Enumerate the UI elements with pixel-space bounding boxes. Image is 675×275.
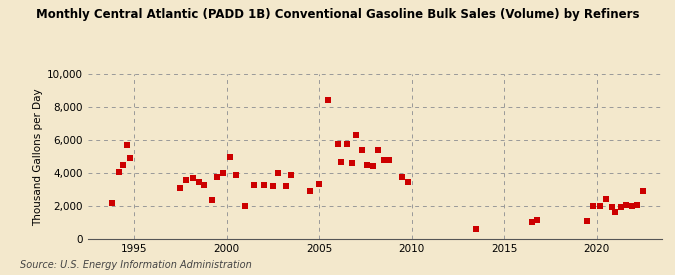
Point [582,219,593,223]
Point [323,98,333,102]
Point [249,183,260,187]
Text: Source: U.S. Energy Information Administration: Source: U.S. Energy Information Administ… [20,260,252,270]
Point [188,176,198,180]
Y-axis label: Thousand Gallons per Day: Thousand Gallons per Day [32,88,43,225]
Point [373,148,383,152]
Point [122,143,132,147]
Point [230,173,241,177]
Point [342,141,352,146]
Point [286,173,297,177]
Point [212,174,223,179]
Point [638,189,649,194]
Point [107,201,117,205]
Point [367,164,378,168]
Point [336,160,347,164]
Point [351,133,362,138]
Point [117,163,128,167]
Point [175,186,186,190]
Point [616,205,626,209]
Point [240,204,250,208]
Point [332,141,343,146]
Point [258,183,269,187]
Point [273,171,284,175]
Point [207,198,217,203]
Point [626,204,637,208]
Point [532,218,543,222]
Point [526,220,537,224]
Point [362,163,373,167]
Point [180,178,191,182]
Point [471,226,482,231]
Point [199,183,210,187]
Point [397,175,408,180]
Point [280,184,291,189]
Point [632,202,643,207]
Point [606,205,617,209]
Point [384,158,395,162]
Point [217,171,228,175]
Point [267,184,278,189]
Point [125,156,136,161]
Point [347,160,358,165]
Point [610,210,620,214]
Point [379,158,389,162]
Point [601,197,612,201]
Point [402,180,413,185]
Point [225,155,236,159]
Point [314,182,325,186]
Point [114,169,125,174]
Point [194,179,205,184]
Point [621,203,632,208]
Point [356,148,367,152]
Point [304,189,315,194]
Text: Monthly Central Atlantic (PADD 1B) Conventional Gasoline Bulk Sales (Volume) by : Monthly Central Atlantic (PADD 1B) Conve… [36,8,639,21]
Point [588,204,599,208]
Point [595,204,606,208]
